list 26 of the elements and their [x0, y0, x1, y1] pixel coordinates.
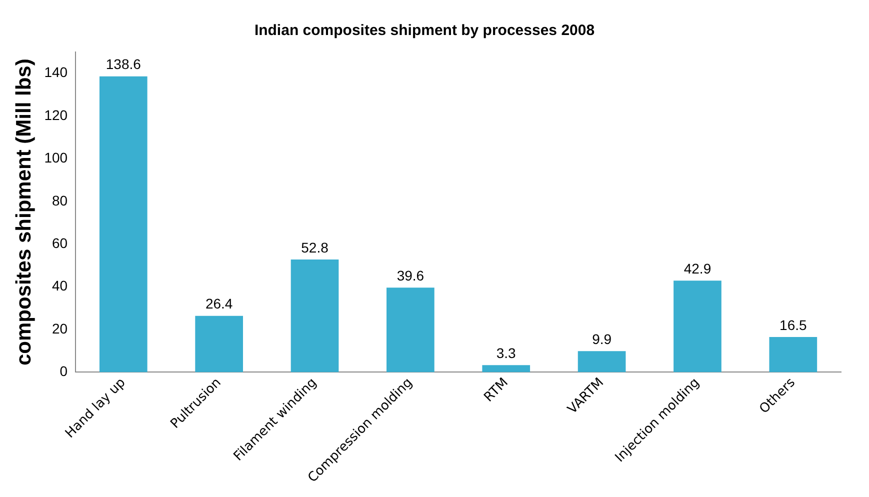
bar: [290, 260, 339, 372]
data-label: 3.3: [496, 345, 516, 362]
y-tick-label: 80: [52, 192, 68, 208]
y-tick-label: 60: [52, 234, 68, 251]
data-label: 26.4: [205, 296, 233, 312]
bar: [769, 336, 818, 372]
bar: [482, 365, 530, 372]
y-tick-label: 0: [60, 363, 68, 380]
data-label: 16.5: [780, 316, 807, 333]
bar: [386, 288, 434, 372]
data-label: 52.8: [301, 239, 329, 256]
chart-title: Indian composites shipment by processes 2008: [254, 22, 595, 40]
y-tick-label: 20: [52, 320, 68, 336]
bar: [99, 76, 148, 372]
data-label: 42.9: [684, 260, 712, 276]
y-tick-label: 120: [44, 106, 68, 123]
data-label: 9.9: [592, 330, 612, 347]
bar: [578, 351, 626, 372]
y-tick-label: 40: [52, 278, 68, 294]
bar: [195, 316, 243, 372]
data-label: 39.6: [396, 268, 424, 284]
y-tick-label: 140: [44, 64, 68, 80]
y-tick-label: 100: [44, 150, 68, 166]
data-label: 138.6: [106, 56, 142, 72]
bar: [674, 280, 722, 372]
y-axis-title: composites shipment (Mill lbs): [12, 58, 36, 366]
